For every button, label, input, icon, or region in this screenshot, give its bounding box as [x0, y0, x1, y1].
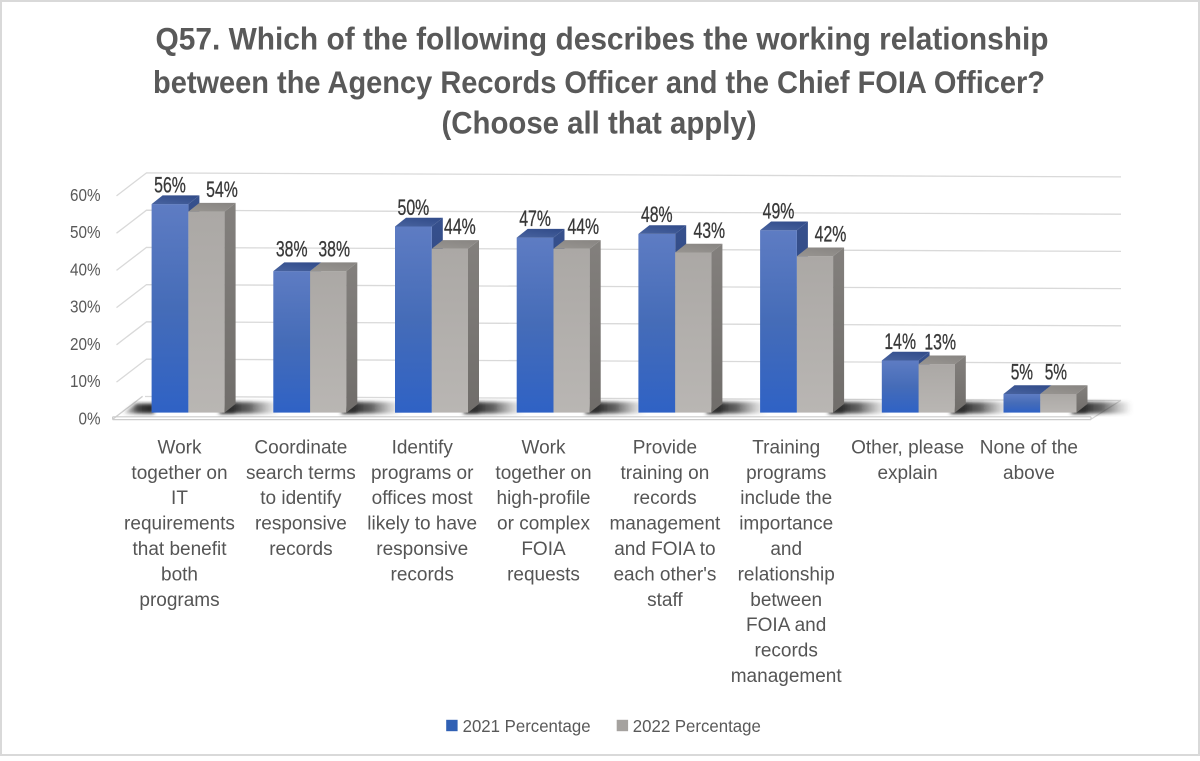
svg-text:together on: together on — [131, 463, 227, 484]
svg-text:(Choose all that apply): (Choose all that apply) — [442, 105, 757, 141]
svg-text:training on: training on — [621, 463, 710, 484]
svg-text:5%: 5% — [1011, 359, 1033, 384]
svg-text:requests: requests — [507, 564, 580, 585]
svg-text:records: records — [755, 641, 818, 662]
svg-text:FOIA and: FOIA and — [746, 615, 826, 636]
svg-text:Work: Work — [158, 437, 202, 458]
svg-text:20%: 20% — [70, 334, 101, 354]
svg-text:10%: 10% — [70, 371, 101, 391]
svg-text:Coordinate: Coordinate — [254, 437, 347, 458]
svg-text:49%: 49% — [763, 199, 795, 224]
svg-text:likely to have: likely to have — [367, 514, 477, 535]
svg-text:48%: 48% — [641, 202, 673, 227]
svg-text:above: above — [1003, 463, 1055, 484]
svg-text:0%: 0% — [79, 408, 101, 428]
svg-text:between: between — [750, 590, 822, 611]
svg-text:None of the: None of the — [980, 437, 1078, 458]
svg-text:management: management — [609, 514, 721, 535]
svg-text:Provide: Provide — [633, 437, 697, 458]
svg-text:between the Agency Records Off: between the Agency Records Officer and t… — [153, 64, 1045, 100]
svg-text:importance: importance — [739, 514, 833, 535]
svg-text:or complex: or complex — [497, 514, 590, 535]
svg-text:offices most: offices most — [372, 488, 474, 509]
svg-text:relationship: relationship — [738, 564, 835, 585]
svg-text:programs: programs — [139, 590, 219, 611]
svg-text:38%: 38% — [318, 236, 350, 261]
svg-text:14%: 14% — [884, 329, 916, 354]
svg-text:staff: staff — [647, 590, 683, 611]
svg-text:responsive: responsive — [376, 539, 468, 560]
svg-text:40%: 40% — [70, 259, 101, 279]
svg-text:include the: include the — [740, 488, 832, 509]
svg-text:13%: 13% — [924, 330, 956, 355]
svg-text:records: records — [269, 539, 332, 560]
svg-text:44%: 44% — [567, 214, 599, 239]
svg-text:to identify: to identify — [260, 488, 342, 509]
svg-text:and FOIA to: and FOIA to — [614, 539, 715, 560]
svg-text:management: management — [731, 666, 843, 687]
svg-text:together on: together on — [495, 463, 591, 484]
svg-text:IT: IT — [171, 488, 188, 509]
svg-text:responsive: responsive — [255, 514, 347, 535]
svg-text:42%: 42% — [815, 222, 847, 247]
svg-text:FOIA: FOIA — [521, 539, 566, 560]
svg-text:records: records — [633, 488, 696, 509]
svg-text:requirements: requirements — [124, 514, 235, 535]
svg-text:programs: programs — [746, 463, 826, 484]
svg-text:programs or: programs or — [371, 463, 474, 484]
svg-text:Identify: Identify — [392, 437, 454, 458]
svg-text:56%: 56% — [154, 172, 186, 197]
svg-text:43%: 43% — [693, 218, 725, 243]
svg-text:44%: 44% — [444, 214, 476, 239]
svg-text:54%: 54% — [206, 177, 238, 202]
svg-text:both: both — [161, 564, 198, 585]
svg-text:Q57. Which of the following de: Q57. Which of the following describes th… — [156, 21, 1049, 57]
svg-text:search terms: search terms — [246, 463, 356, 484]
svg-text:Work: Work — [522, 437, 566, 458]
svg-text:each other's: each other's — [613, 564, 716, 585]
svg-text:50%: 50% — [70, 222, 101, 242]
svg-text:Training: Training — [752, 437, 820, 458]
svg-text:records: records — [391, 564, 454, 585]
svg-text:50%: 50% — [398, 195, 430, 220]
svg-text:and: and — [770, 539, 802, 560]
svg-text:30%: 30% — [70, 297, 101, 317]
svg-text:Other, please: Other, please — [851, 437, 964, 458]
svg-text:2022 Percentage: 2022 Percentage — [633, 716, 761, 736]
svg-text:that benefit: that benefit — [132, 539, 227, 560]
svg-text:explain: explain — [877, 463, 937, 484]
svg-text:38%: 38% — [276, 236, 308, 261]
svg-text:2021 Percentage: 2021 Percentage — [463, 716, 591, 736]
svg-text:47%: 47% — [519, 206, 551, 231]
svg-text:5%: 5% — [1045, 359, 1067, 384]
svg-text:60%: 60% — [70, 185, 101, 205]
svg-text:high-profile: high-profile — [497, 488, 591, 509]
